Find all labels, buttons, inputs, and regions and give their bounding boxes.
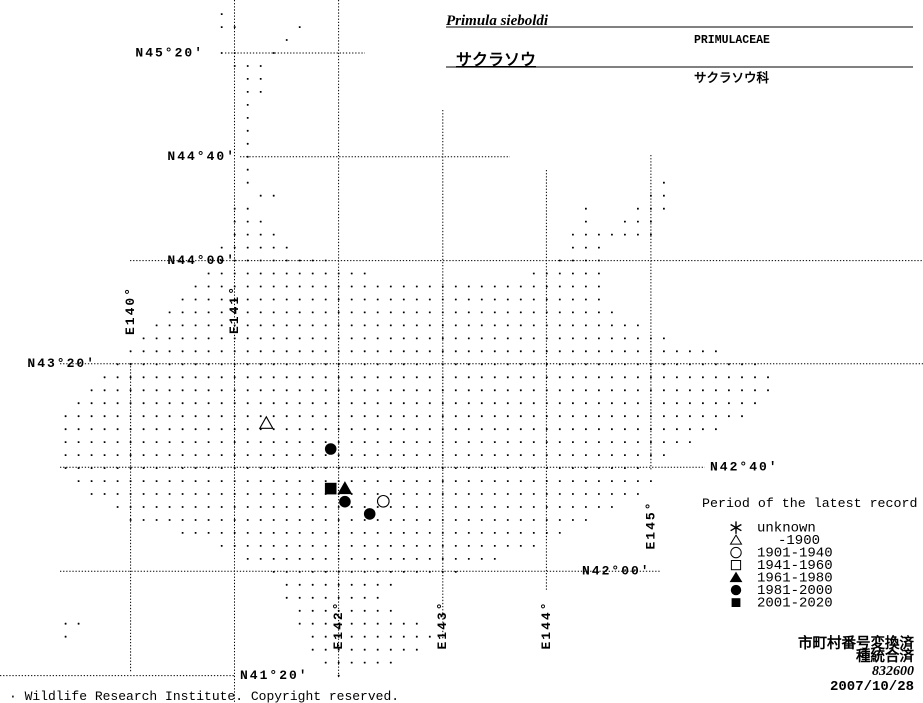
svg-text:E140°: E140° (123, 286, 138, 335)
svg-text:N42°00′: N42°00′ (582, 564, 651, 579)
svg-text:2001-2020: 2001-2020 (757, 596, 833, 612)
svg-text:サクラソウ科: サクラソウ科 (694, 70, 770, 85)
svg-text:2007/10/28: 2007/10/28 (830, 679, 914, 695)
svg-text:E144°: E144° (539, 600, 554, 649)
svg-text:N44°40′: N44°40′ (167, 149, 236, 164)
svg-text:832600: 832600 (872, 664, 914, 679)
svg-text:· Wildlife Research Institute.: · Wildlife Research Institute. Copyright… (9, 689, 399, 703)
svg-text:Period of the latest record: Period of the latest record (702, 496, 917, 511)
svg-text:N45°20′: N45°20′ (135, 45, 204, 60)
svg-text:種統合済: 種統合済 (856, 647, 914, 665)
svg-text:PRIMULACEAE: PRIMULACEAE (694, 34, 770, 47)
svg-text:N41°20′: N41°20′ (240, 668, 309, 683)
svg-text:E141°: E141° (227, 285, 242, 334)
svg-text:E142°: E142° (331, 600, 346, 649)
svg-text:E143°: E143° (435, 600, 450, 649)
svg-text:N43°20′: N43°20′ (27, 356, 96, 371)
svg-text:サクラソウ: サクラソウ (456, 51, 536, 69)
svg-text:E145°: E145° (643, 500, 658, 549)
svg-text:N42°40′: N42°40′ (710, 460, 779, 475)
svg-text:N44°00′: N44°00′ (167, 253, 236, 268)
